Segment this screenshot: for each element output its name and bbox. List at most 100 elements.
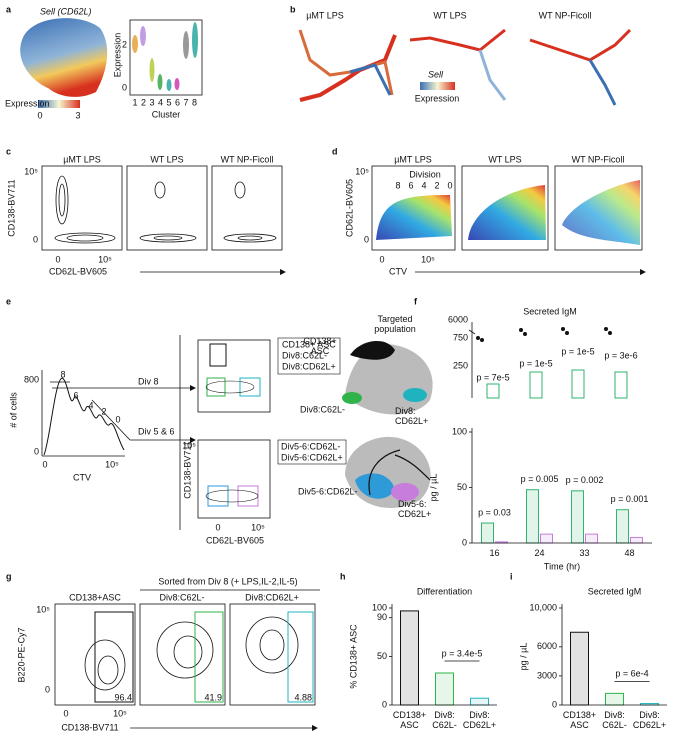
label: 0: [115, 414, 120, 424]
label: CD62L-BV605: [344, 179, 354, 237]
label: Div8:CD62L+: [282, 361, 336, 371]
label: 6: [408, 180, 413, 190]
label: CTV: [73, 472, 91, 482]
panel-label: c: [6, 146, 11, 156]
label: CD62L-BV605: [49, 266, 107, 276]
label: CD62L-BV605: [206, 535, 264, 545]
label: WT NP-Ficoll: [572, 154, 625, 164]
label: Div5-6:CD62L-: [298, 486, 358, 496]
label: WT LPS: [150, 154, 183, 164]
bar: [570, 631, 589, 706]
text-line: CD62L+: [398, 509, 431, 519]
label: Div8:C62L-: [159, 592, 204, 602]
x-tick-label: Div8: CD62L+: [633, 710, 666, 730]
label: Div5-6:CD62L+: [398, 499, 431, 519]
label: Secreted IgM: [523, 306, 577, 316]
label: WT NP-Ficoll: [221, 154, 274, 164]
text-line: Div8:: [395, 406, 416, 416]
label: 6000: [448, 314, 468, 324]
label: 4.88: [294, 692, 312, 702]
text-line: Div8:: [604, 710, 625, 720]
label: 2: [434, 180, 439, 190]
bar: [526, 489, 539, 544]
label: 5: [166, 97, 171, 107]
panel-label: e: [6, 296, 11, 306]
panel-label: b: [290, 4, 296, 14]
label: CD138-BV711: [61, 722, 118, 732]
bar: [470, 697, 489, 706]
label: 0: [447, 180, 452, 190]
label: 4: [88, 400, 93, 410]
label: Div 5 & 6: [138, 426, 175, 436]
label: Sell: [428, 69, 444, 79]
label: 0: [42, 459, 47, 469]
y-tick-label: 10,000: [529, 602, 557, 612]
label: Div 8: [138, 376, 159, 386]
label: Div8:CD62L+: [245, 592, 299, 602]
label: Div8:C62L-: [282, 350, 327, 360]
label: 0: [33, 234, 38, 244]
y-tick-label: 100: [372, 602, 387, 612]
text-line: Div8:: [469, 710, 490, 720]
label: 2: [101, 406, 106, 416]
panel-label: f: [414, 296, 418, 306]
p-value: p = 0.001: [611, 494, 649, 504]
x-tick-label: 48: [624, 548, 634, 558]
label: 6: [175, 97, 180, 107]
label: p = 1e-5: [561, 346, 594, 356]
p-value: p = 6e-4: [615, 669, 648, 679]
y-tick-label: 50: [457, 482, 467, 492]
text-line: C62L-: [602, 720, 627, 730]
label: CD138-BV711: [6, 179, 16, 236]
text-line: Div5-6:: [398, 499, 427, 509]
text-line: C62L-: [432, 720, 457, 730]
text-line: CD138+: [303, 336, 336, 346]
label: 10⁵: [36, 604, 50, 614]
bar: [481, 522, 494, 544]
x-tick-label: 16: [489, 548, 499, 558]
label: WT LPS: [433, 10, 466, 20]
label: µMT LPS: [63, 154, 101, 164]
label: p = 1e-5: [519, 358, 552, 368]
chart-title: Differentiation: [417, 586, 472, 596]
y-tick-label: 0: [382, 699, 387, 709]
label: CD138+ASC: [69, 592, 121, 602]
x-tick-label: Div8: C62L-: [602, 710, 627, 730]
label: 0: [63, 708, 68, 718]
label: 10⁵: [251, 522, 265, 532]
p-value: p = 0.03: [478, 507, 511, 517]
label: 8: [192, 97, 197, 107]
label: Division: [409, 169, 441, 179]
x-tick-label: 24: [534, 548, 544, 558]
p-value: p = 3.4e-5: [442, 648, 483, 658]
label: p = 7e-5: [476, 372, 509, 382]
label: 1: [132, 97, 137, 107]
label: 10⁵: [98, 254, 112, 264]
label: 8: [395, 180, 400, 190]
label: 0: [34, 446, 39, 456]
y-axis-label: % CD138+ ASC: [348, 624, 358, 689]
label: 10⁵: [113, 708, 127, 718]
label: 750: [453, 332, 468, 342]
bar: [540, 533, 553, 544]
text-line: CD62L+: [463, 720, 496, 730]
bar: [571, 490, 584, 544]
label: 2: [122, 39, 127, 49]
label: 96.4: [114, 692, 132, 702]
label: 6: [73, 390, 78, 400]
text-line: ASC: [311, 346, 330, 356]
x-axis-label: Time (hr): [544, 561, 580, 571]
label: Div8:CD62L+: [395, 406, 428, 426]
label: 0: [364, 234, 369, 244]
text-line: 24: [534, 548, 544, 558]
text-line: population: [374, 324, 416, 334]
label: 7: [183, 97, 188, 107]
label: WT NP-Ficoll: [539, 10, 592, 20]
label: B220-PE-Cy7: [16, 627, 26, 682]
text-line: CD62L+: [633, 720, 666, 730]
p-value: p = 0.005: [521, 474, 559, 484]
bar: [585, 533, 598, 544]
label: 0: [45, 684, 50, 694]
bar: [616, 509, 629, 544]
